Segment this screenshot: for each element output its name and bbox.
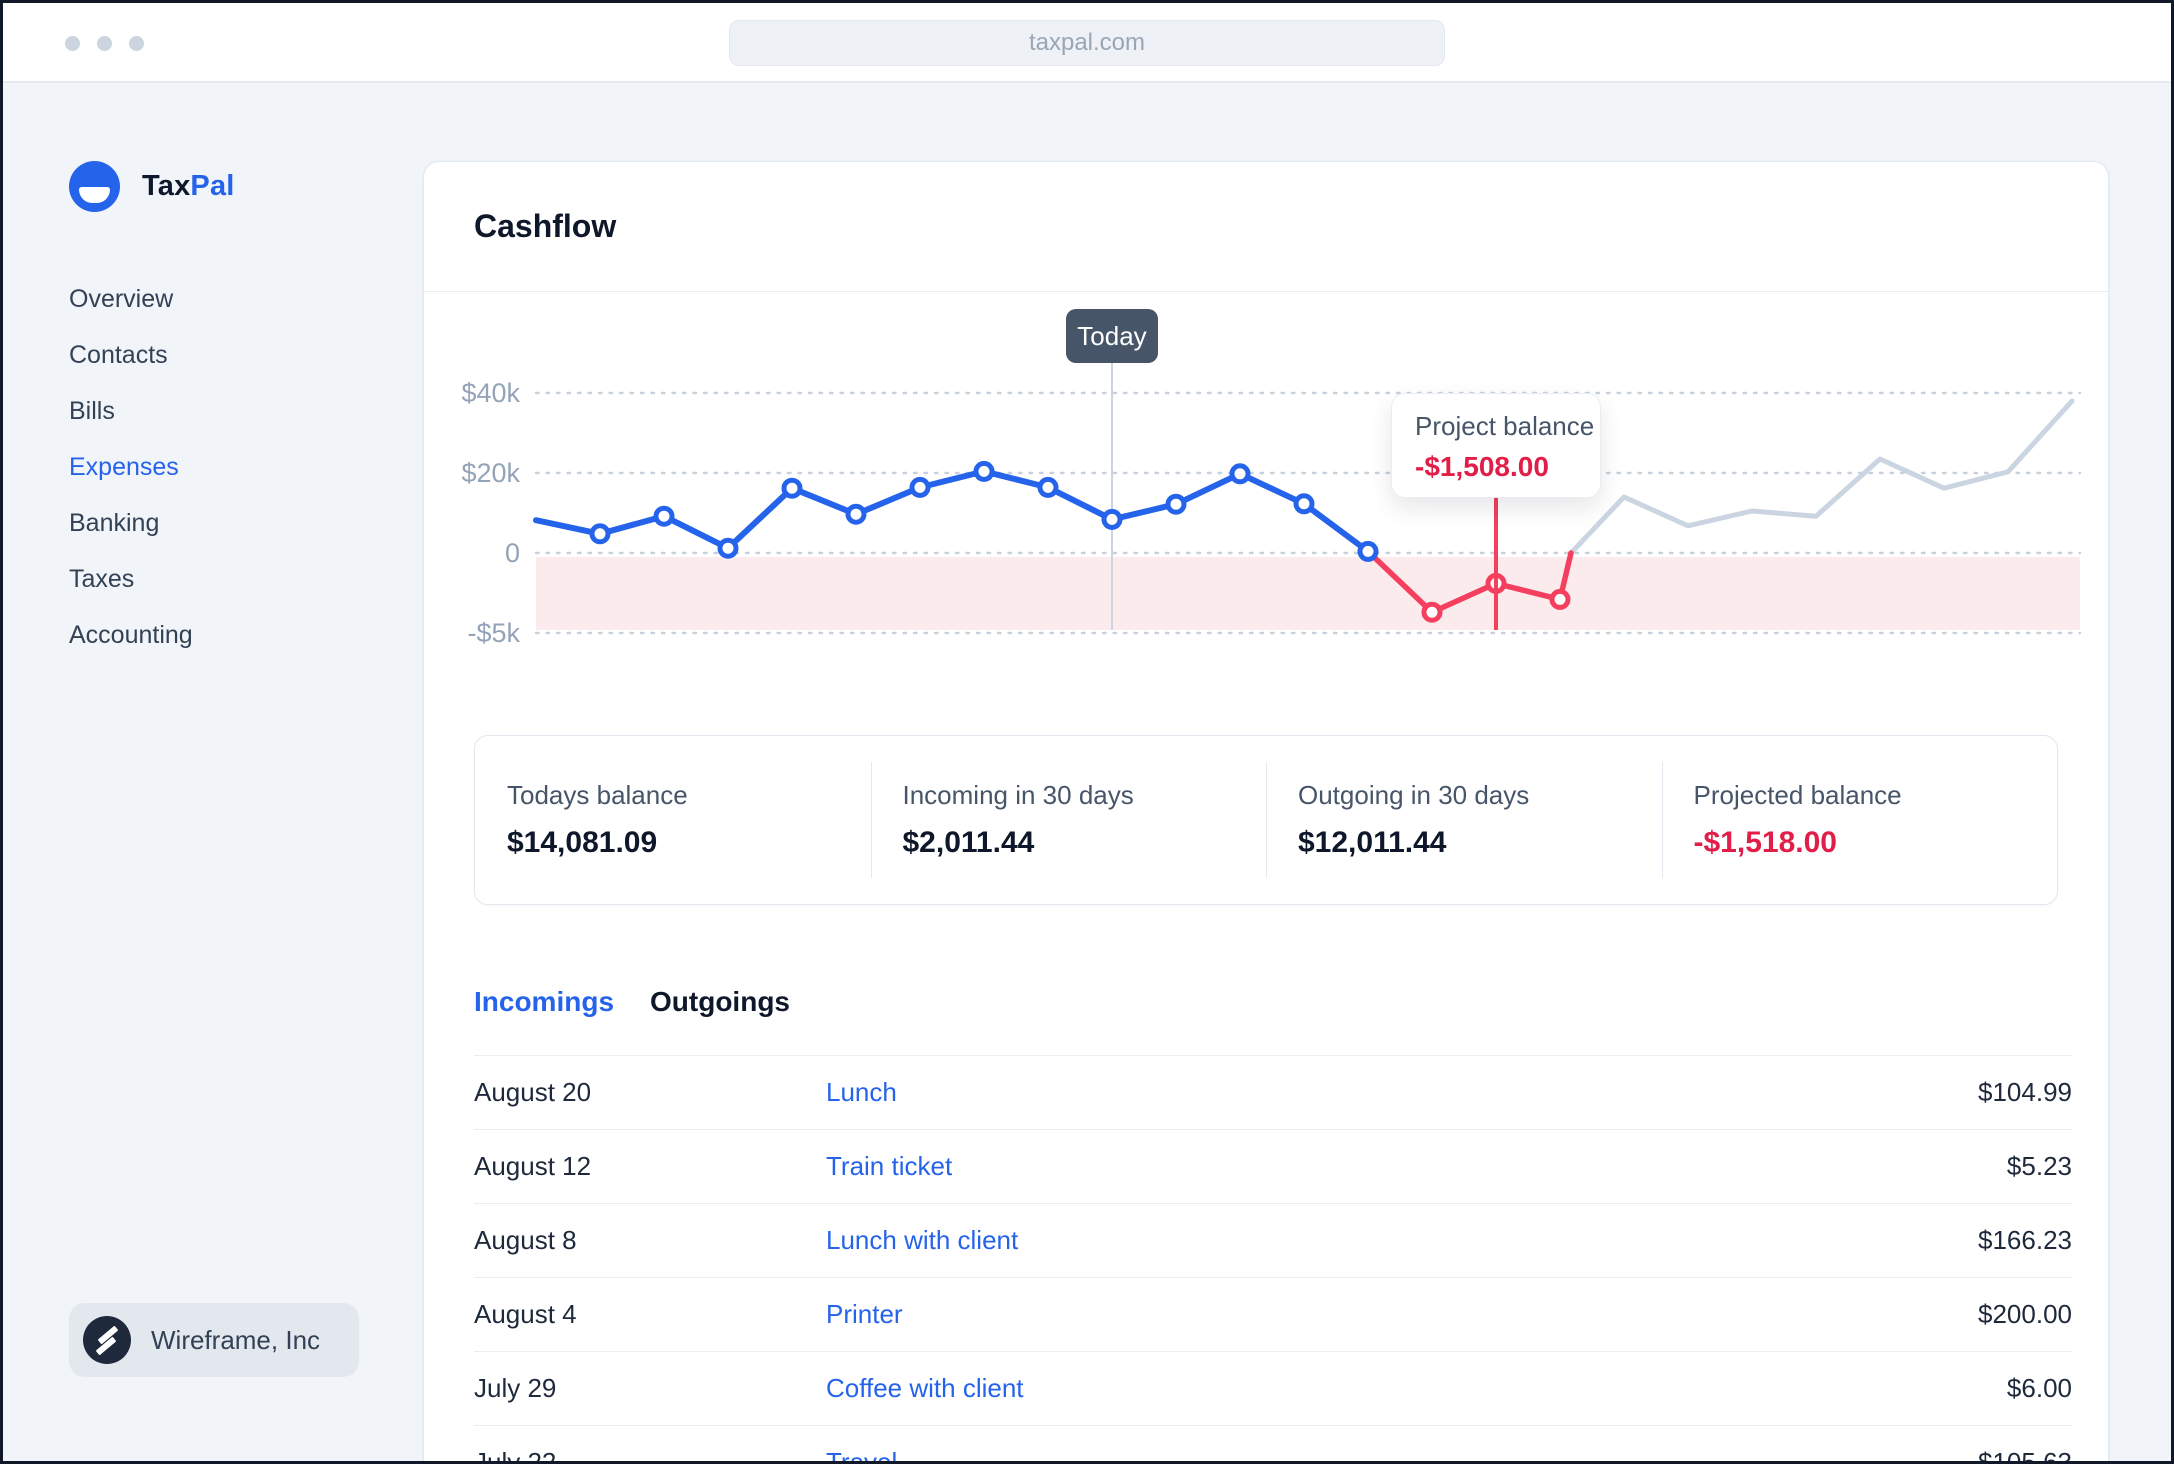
sidebar-item-expenses[interactable]: Expenses	[69, 452, 179, 481]
transaction-row: August 8 Lunch with client $166.23	[474, 1204, 2072, 1278]
sidebar: TaxPal Overview Contacts Bills Expenses Bank…	[3, 83, 423, 1461]
stat-label: Outgoing in 30 days	[1298, 780, 1530, 810]
app-body: TaxPal Overview Contacts Bills Expenses Bank…	[3, 83, 2171, 1461]
wireframe-logo-icon	[83, 1316, 131, 1364]
transaction-row: August 4 Printer $200.00	[474, 1278, 2072, 1352]
brand-name: TaxPal	[142, 169, 235, 202]
transaction-link[interactable]: Coffee with client	[826, 1373, 1024, 1403]
stat-value: -$1,518.00	[1693, 826, 1837, 859]
stat-label: Todays balance	[507, 780, 688, 810]
transaction-amount: $104.99	[1978, 1077, 2072, 1107]
svg-text:-$5k: -$5k	[467, 618, 520, 648]
stat-todays-balance: Todays balance $14,081.09	[475, 736, 871, 904]
taxpal-logo-icon	[69, 160, 120, 212]
stat-outgoing-in-30-days: Outgoing in 30 days $12,011.44	[1266, 736, 1662, 904]
sidebar-item-banking[interactable]: Banking	[69, 508, 160, 537]
transaction-amount: $105.63	[1978, 1447, 2072, 1464]
tooltip-value: -$1,508.00	[1415, 451, 1549, 482]
transaction-date: August 20	[474, 1077, 592, 1107]
sidebar-nav: Overview Contacts Bills Expenses Banking Taxe…	[69, 271, 423, 663]
transaction-amount: $6.00	[2006, 1373, 2072, 1403]
transaction-link[interactable]: Lunch	[826, 1077, 897, 1107]
sidebar-item-contacts[interactable]: Contacts	[69, 340, 168, 369]
project-balance-tooltip: Project balance -$1,508.00	[1391, 393, 1601, 498]
transaction-link[interactable]: Travel	[826, 1447, 898, 1464]
transaction-link[interactable]: Printer	[826, 1299, 903, 1329]
cashflow-chart-canvas: $40k $20k 0 -$5k	[461, 363, 2082, 648]
window-minimize-dot[interactable]	[97, 36, 112, 51]
stats-row: Todays balance $14,081.09 Incoming in 30 d…	[474, 735, 2058, 905]
sidebar-item-accounting[interactable]: Accounting	[69, 620, 193, 649]
svg-text:$20k: $20k	[461, 458, 520, 488]
transaction-amount: $5.23	[2006, 1151, 2072, 1181]
stat-label: Incoming in 30 days	[902, 780, 1134, 810]
sidebar-item-taxes[interactable]: Taxes	[69, 564, 135, 593]
today-marker-label: Today	[1066, 309, 1158, 363]
window-maximize-dot[interactable]	[129, 36, 144, 51]
transaction-date: July 22	[474, 1447, 557, 1464]
transaction-row: August 20 Lunch $104.99	[474, 1056, 2072, 1130]
url-bar[interactable]: taxpal.com	[729, 20, 1445, 66]
sidebar-item-bills[interactable]: Bills	[69, 396, 115, 425]
transaction-row: July 22 Travel $105.63	[474, 1426, 2072, 1464]
stat-value: $2,011.44	[902, 826, 1035, 859]
tab-outgoings[interactable]: Outgoings	[650, 986, 790, 1017]
transaction-row: July 29 Coffee with client $6.00	[474, 1352, 2072, 1426]
transaction-amount: $166.23	[1978, 1225, 2072, 1255]
url-text: taxpal.com	[1028, 29, 1146, 56]
transaction-link[interactable]: Train ticket	[826, 1151, 953, 1181]
card-header: Cashflow	[424, 162, 2108, 292]
stat-incoming-in-30-days: Incoming in 30 days $2,011.44	[870, 736, 1267, 904]
stat-projected-balance: Projected balance -$1,518.00	[1661, 736, 2058, 904]
sidebar-item-overview[interactable]: Overview	[69, 284, 174, 313]
tooltip-title: Project balance	[1415, 411, 1595, 441]
transactions-tabs: Incomings Outgoings	[474, 985, 2058, 1019]
stat-value: $14,081.09	[507, 826, 658, 859]
transactions-table: August 20 Lunch $104.99 August 12 Train tick…	[474, 1055, 2072, 1464]
browser-chrome: taxpal.com	[3, 3, 2171, 83]
transaction-amount: $200.00	[1978, 1299, 2072, 1329]
svg-text:0: 0	[505, 538, 520, 568]
transaction-date: August 4	[474, 1299, 577, 1329]
transaction-date: August 12	[474, 1151, 592, 1181]
window-controls	[65, 36, 144, 51]
window-close-dot[interactable]	[65, 36, 80, 51]
tab-incomings[interactable]: Incomings	[474, 986, 615, 1017]
stat-label: Projected balance	[1693, 780, 1902, 810]
transaction-date: July 29	[474, 1373, 557, 1403]
stat-value: $12,011.44	[1298, 826, 1447, 859]
transaction-link[interactable]: Lunch with client	[826, 1225, 1019, 1255]
organization-name: Wireframe, Inc	[151, 1324, 321, 1355]
brand[interactable]: TaxPal	[69, 160, 423, 212]
svg-text:$40k: $40k	[461, 378, 520, 408]
page-title: Cashflow	[474, 208, 617, 244]
cashflow-card: Cashflow $40k $20k 0 -$5k Today Project bal…	[423, 161, 2109, 1464]
transaction-date: August 8	[474, 1225, 577, 1255]
cashflow-chart: $40k $20k 0 -$5k Today Project balance -$1,…	[424, 292, 2108, 734]
organization-badge[interactable]: Wireframe, Inc	[69, 1303, 359, 1377]
transaction-row: August 12 Train ticket $5.23	[474, 1130, 2072, 1204]
